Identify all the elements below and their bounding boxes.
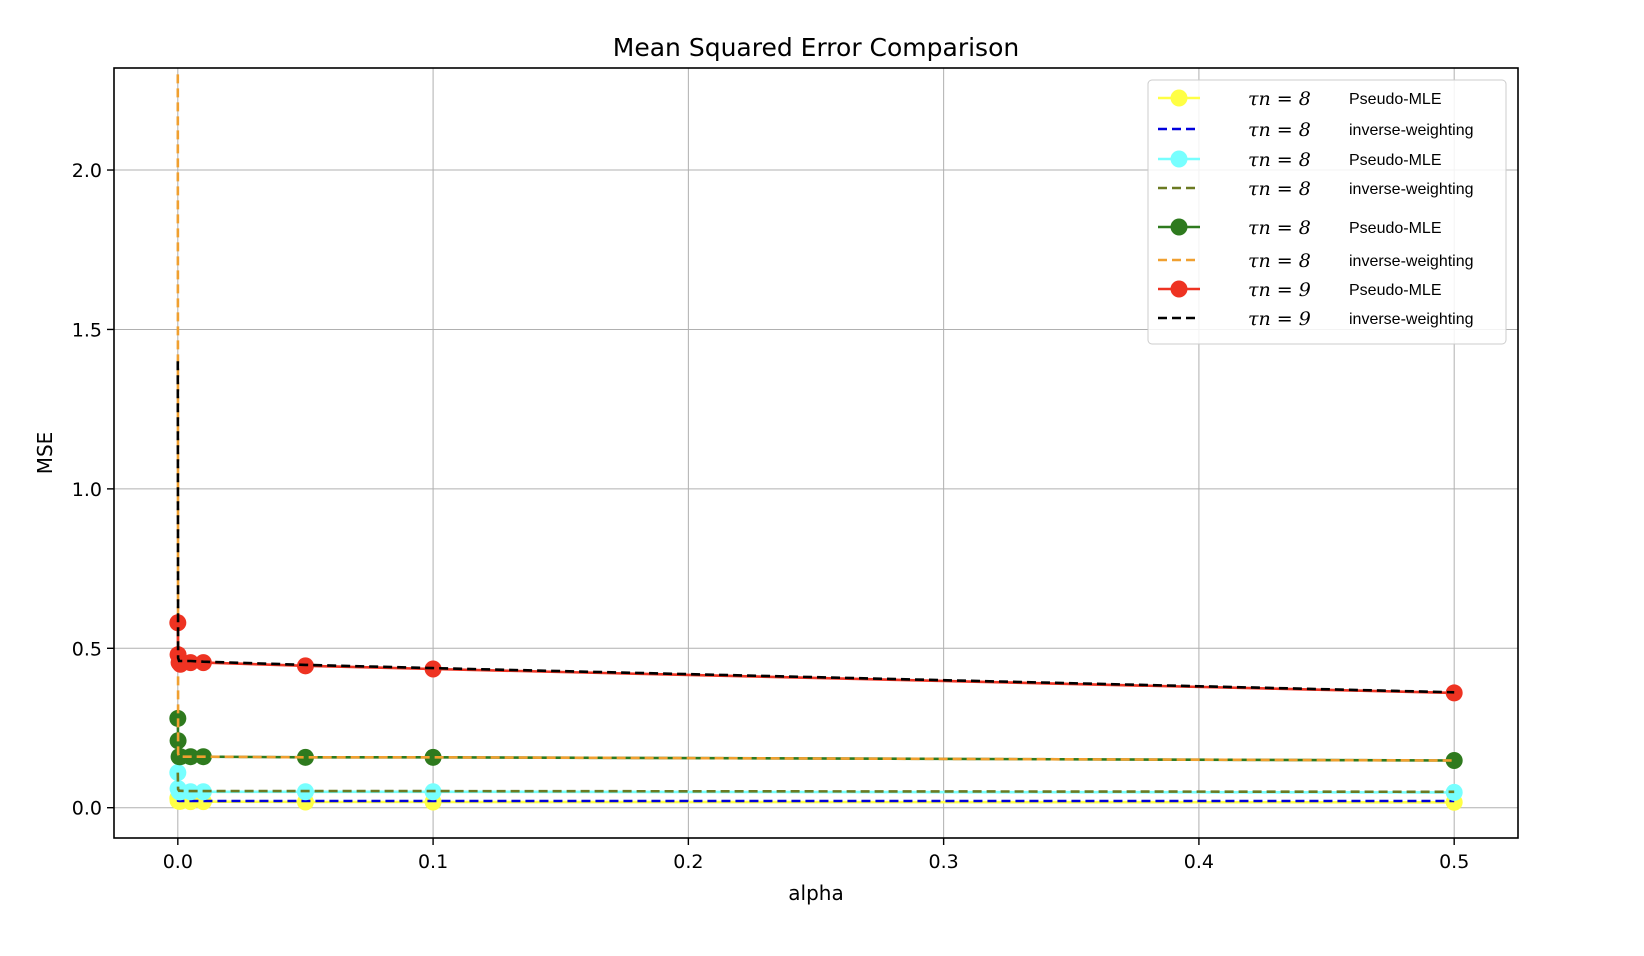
legend-series-label: inverse-weighting	[1349, 181, 1474, 198]
legend-entry: τn = 8 Pseudo-MLE	[1158, 149, 1442, 171]
x-tick-label: 0.2	[673, 851, 703, 873]
series-line-inverse-weighting	[176, 772, 1455, 794]
legend-entry: τn = 8 inverse-weighting	[1158, 178, 1474, 200]
legend-tau-label: τn = 8	[1248, 250, 1311, 272]
series-line-pseudo-mle	[176, 772, 1455, 794]
legend-tau-label: τn = 8	[1248, 88, 1311, 110]
legend-tau-label: τn = 8	[1248, 178, 1311, 200]
legend-swatch-marker	[1170, 150, 1188, 168]
legend-swatch-marker	[1170, 218, 1188, 236]
legend-tau-label: τn = 9	[1248, 308, 1311, 330]
legend-tau-label: τn = 8	[1248, 149, 1311, 171]
series-line-pseudo-mle	[176, 797, 1455, 804]
y-tick-label: 1.5	[72, 319, 102, 341]
series-line-inverse-weighting	[176, 797, 1455, 803]
legend-tau-label: τn = 8	[1248, 217, 1311, 239]
legend-swatch-marker	[1170, 280, 1188, 298]
y-tick-label: 2.0	[72, 160, 102, 182]
data-point	[182, 654, 200, 672]
legend-series-label: Pseudo-MLE	[1349, 91, 1442, 108]
x-tick-label: 0.3	[929, 851, 959, 873]
legend-series-label: inverse-weighting	[1349, 253, 1474, 270]
y-tick-label: 0.5	[72, 638, 102, 660]
data-point	[1445, 752, 1463, 770]
chart-title: Mean Squared Error Comparison	[613, 33, 1019, 62]
x-tick-label: 0.0	[163, 851, 193, 873]
y-tick-label: 0.0	[72, 798, 102, 820]
y-tick-label: 1.0	[72, 479, 102, 501]
legend-entry: τn = 9 Pseudo-MLE	[1158, 279, 1442, 301]
legend-entry: τn = 8 Pseudo-MLE	[1158, 217, 1442, 239]
x-axis-label: alpha	[788, 881, 843, 905]
axis-ticks: 0.0 0.1 0.2 0.3 0.4 0.5 0.0 0.5 1.0 1.5 2.0	[72, 160, 1470, 873]
legend-series-label: inverse-weighting	[1349, 311, 1474, 328]
data-point	[169, 614, 187, 632]
x-tick-label: 0.4	[1184, 851, 1214, 873]
series-3	[176, 772, 1455, 794]
series-1	[176, 797, 1455, 803]
y-axis-label: MSE	[33, 432, 57, 475]
legend-tau-label: τn = 8	[1248, 119, 1311, 141]
series-2	[169, 764, 1463, 801]
plot-frame	[113, 67, 1519, 839]
legend-entry: τn = 8 inverse-weighting	[1158, 250, 1474, 272]
legend-entry: τn = 8 inverse-weighting	[1158, 119, 1474, 141]
data-point	[424, 748, 442, 766]
legend-tau-label: τn = 9	[1248, 279, 1311, 301]
legend-box	[1147, 79, 1507, 345]
legend-series-label: Pseudo-MLE	[1349, 220, 1442, 237]
series-layer	[169, 74, 1463, 811]
legend-series-label: inverse-weighting	[1349, 122, 1474, 139]
series-line-pseudo-mle	[176, 622, 1455, 695]
legend-entry: τn = 8 Pseudo-MLE	[1158, 88, 1442, 110]
data-point	[296, 748, 314, 766]
x-tick-label: 0.1	[418, 851, 448, 873]
series-line-pseudo-mle	[176, 718, 1455, 762]
legend-series-label: Pseudo-MLE	[1349, 282, 1442, 299]
series-5	[176, 74, 1455, 762]
x-tick-label: 0.5	[1439, 851, 1469, 873]
series-line-inverse-weighting	[176, 74, 1455, 762]
series-line-inverse-weighting	[176, 361, 1455, 694]
legend-swatch-marker	[1170, 89, 1188, 107]
legend-entry: τn = 9 inverse-weighting	[1158, 308, 1474, 330]
legend-series-label: Pseudo-MLE	[1349, 152, 1442, 169]
series-7	[176, 361, 1455, 694]
